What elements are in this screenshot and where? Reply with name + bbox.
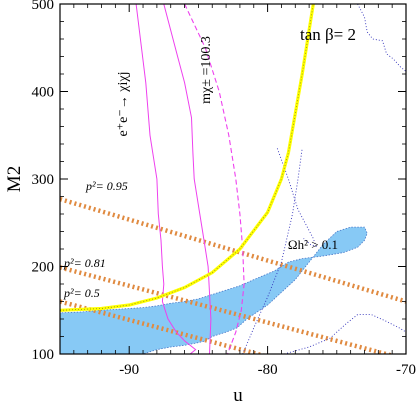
y-tick-label-3: 400 [32,85,55,101]
x-tick-label-0: -90 [119,362,139,378]
chargino-annotation: mχ± =100.3 [199,36,214,104]
series-yellow-boundary-0 [60,4,315,312]
plot-area [60,4,406,354]
series-dotted-7 [357,4,406,72]
y-tick-label-0: 100 [32,347,55,363]
p2-05-label: p²= 0.5 [63,286,100,300]
lep-annotation: e⁺e⁻→ χiχj [116,72,131,137]
omega-region-0 [60,226,368,354]
x-tick-label-1: -80 [258,362,278,378]
p2-095-label: p²= 0.95 [85,179,128,193]
y-tick-label-4: 500 [32,0,55,13]
y-axis-label: M2 [4,166,25,192]
tanbeta-annotation: tan β= 2 [300,25,356,44]
y-tick-label-2: 300 [32,172,55,188]
axes: -90 -80 -70 100 200 300 400 500 [32,0,417,378]
series-lep-solid-4 [135,4,197,354]
x-axis-label: u [233,385,243,406]
series-lep-solid-5 [163,4,212,354]
series-p2-band-1 [60,196,406,304]
y-tick-label-1: 200 [32,260,55,276]
series-dotted-8 [242,148,303,354]
p2-081-label: p²= 0.81 [63,256,106,270]
x-tick-label-2: -70 [396,362,416,378]
series-lep-dashed-6 [184,4,245,354]
series-dotted-9 [276,148,317,248]
series-dotted-10 [284,314,406,354]
omega-annotation: Ωh² > 0.1 [288,237,338,252]
